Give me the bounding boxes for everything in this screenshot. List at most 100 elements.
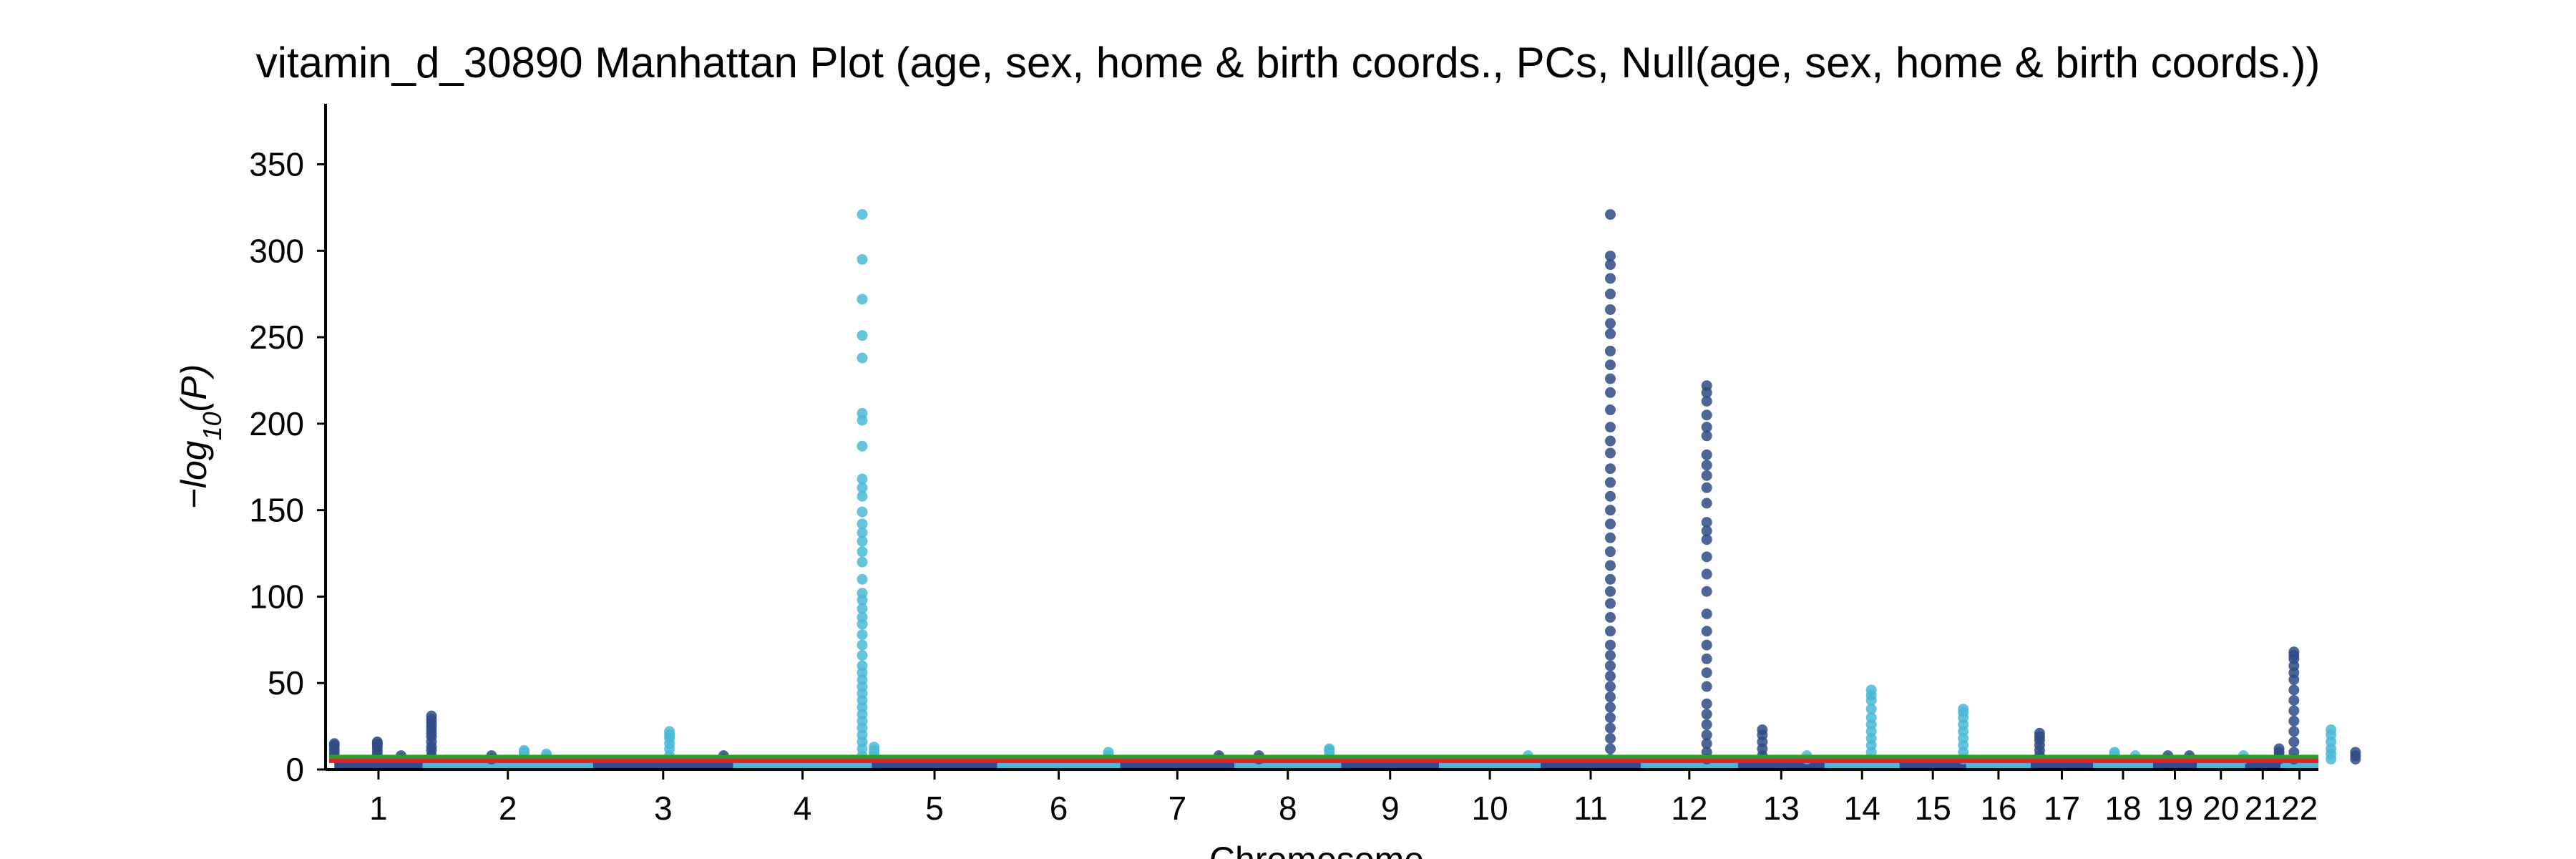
snp-point xyxy=(1604,463,1616,475)
snp-point xyxy=(1604,259,1616,271)
snp-point xyxy=(2288,705,2300,717)
snp-point xyxy=(857,352,868,364)
snp-point xyxy=(857,639,868,651)
chromosome-band xyxy=(1640,760,1738,770)
snp-point xyxy=(1604,518,1616,530)
snp-point xyxy=(857,506,868,518)
snp-point xyxy=(1604,447,1616,459)
snp-point xyxy=(1701,709,1712,720)
snp-point xyxy=(869,742,880,753)
x-tick-label: 8 xyxy=(1279,790,1297,827)
snp-point xyxy=(1604,573,1616,585)
snp-point xyxy=(1604,532,1616,543)
x-tick-label: 17 xyxy=(2044,790,2080,827)
x-tick-label: 11 xyxy=(1574,790,1608,827)
snp-point xyxy=(857,611,868,623)
y-ticks: 0 50 100 150 200 250 300 350 xyxy=(249,146,326,788)
snp-point xyxy=(2288,726,2300,737)
chromosome-band xyxy=(1966,760,2031,770)
chromosome-band xyxy=(733,760,872,770)
snp-point xyxy=(1701,395,1712,407)
chromosome-bands xyxy=(334,760,2318,770)
snp-point xyxy=(1604,722,1616,734)
snp-point xyxy=(857,660,868,671)
snp-point xyxy=(1604,691,1616,703)
snp-point xyxy=(1701,738,1712,749)
snp-point xyxy=(1701,482,1712,493)
snp-point xyxy=(1757,724,1768,735)
snp-point xyxy=(857,527,868,538)
snp-point xyxy=(1701,470,1712,481)
y-tick-label: 100 xyxy=(249,578,304,615)
snp-point xyxy=(1604,373,1616,384)
snp-point xyxy=(1604,251,1616,262)
snp-point xyxy=(1701,380,1712,392)
snp-point xyxy=(1604,422,1616,433)
snp-point xyxy=(857,546,868,558)
snp-point xyxy=(1604,733,1616,744)
snp-point xyxy=(857,293,868,305)
snp-point xyxy=(1701,626,1712,637)
x-axis-label: Chromosome xyxy=(1209,840,1424,859)
snp-point xyxy=(1604,671,1616,682)
x-tick-label: 19 xyxy=(2157,790,2193,827)
chromosome-band xyxy=(1541,760,1641,770)
y-tick-label: 150 xyxy=(249,492,304,529)
snp-point xyxy=(1604,404,1616,416)
snp-point xyxy=(857,330,868,341)
snp-point xyxy=(1604,546,1616,558)
snp-point xyxy=(857,473,868,485)
snp-point xyxy=(1604,712,1616,724)
snp-point xyxy=(857,556,868,568)
y-axis-label-base: −log xyxy=(174,440,214,509)
snp-point xyxy=(664,726,675,737)
snp-point xyxy=(2288,736,2300,747)
x-tick-label: 4 xyxy=(794,790,812,827)
snp-point xyxy=(1604,328,1616,339)
snp-point xyxy=(1701,409,1712,421)
snp-point xyxy=(1701,517,1712,528)
snp-point xyxy=(1604,304,1616,315)
snp-point xyxy=(519,744,530,756)
chromosome-band xyxy=(1120,760,1235,770)
snp-point xyxy=(857,588,868,599)
x-ticks: 1 2 3 4 5 6 7 8 9 10 11 12 13 14 15 16 17 18 19 20 21 22 xyxy=(369,770,2318,827)
chromosome-band xyxy=(997,760,1121,770)
y-tick-label: 200 xyxy=(249,405,304,442)
snp-point xyxy=(2288,646,2300,658)
snp-point xyxy=(328,738,340,749)
snp-point xyxy=(1604,702,1616,713)
snp-point xyxy=(857,535,868,547)
chart-title: vitamin_d_30890 Manhattan Plot (age, sex… xyxy=(256,39,2321,87)
snp-point xyxy=(1701,586,1712,597)
snp-point xyxy=(1604,650,1616,661)
x-tick-label: 5 xyxy=(925,790,944,827)
snp-point xyxy=(1604,359,1616,371)
snp-point xyxy=(1701,460,1712,471)
x-tick-label: 1 xyxy=(369,790,388,827)
snp-point xyxy=(1701,608,1712,620)
snp-point xyxy=(1701,681,1712,692)
snp-point xyxy=(1604,477,1616,488)
snp-point xyxy=(857,253,868,265)
chromosome-band xyxy=(1439,760,1541,770)
snp-point xyxy=(1604,435,1616,447)
y-tick-label: 350 xyxy=(249,146,304,183)
snp-point xyxy=(1701,525,1712,537)
snp-point xyxy=(2326,724,2337,735)
x-tick-label: 10 xyxy=(1472,790,1508,827)
x-tick-label: 9 xyxy=(1381,790,1400,827)
snp-point xyxy=(1604,611,1616,623)
snp-point xyxy=(1604,288,1616,300)
snp-point xyxy=(1701,449,1712,460)
y-axis-label: −log10(P) xyxy=(174,364,227,510)
snp-point xyxy=(1701,551,1712,563)
snp-point xyxy=(1701,667,1712,679)
snp-point xyxy=(857,629,868,641)
chromosome-band xyxy=(592,760,733,770)
snp-point xyxy=(1604,681,1616,692)
snp-point xyxy=(1701,568,1712,580)
chromosome-band xyxy=(2197,760,2245,770)
snp-point xyxy=(1604,586,1616,597)
